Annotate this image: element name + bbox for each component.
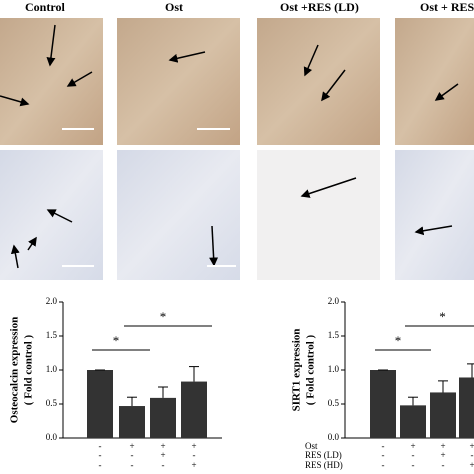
treatment-sign: +: [440, 450, 445, 460]
y-tick-label: 2.0: [46, 296, 58, 306]
micrograph: [0, 150, 103, 280]
treatment-sign: -: [412, 460, 415, 470]
treatment-sign: -: [412, 450, 415, 460]
significance-label: *: [439, 309, 446, 324]
treatment-sign: -: [471, 450, 474, 460]
scale-bars: [62, 128, 236, 267]
y-axis-label: Osteocalcin expression: [9, 317, 21, 423]
significance-label: *: [395, 333, 402, 348]
micrograph: [395, 150, 474, 280]
treatment-sign: -: [162, 460, 165, 470]
y-axis-label: ( Fold control ): [23, 334, 35, 405]
treatment-sign: -: [382, 450, 385, 460]
micrograph: [0, 18, 103, 145]
significance-label: *: [160, 309, 167, 324]
treatment-label: RES (HD): [305, 460, 343, 470]
treatment-sign: -: [382, 441, 385, 451]
arrows: [0, 24, 459, 269]
y-tick-label: 1.5: [46, 330, 58, 340]
treatment-sign: -: [99, 460, 102, 470]
treatment-sign: -: [193, 450, 196, 460]
y-axis-label: ( Fold control ): [305, 334, 317, 405]
treatment-sign: +: [469, 441, 474, 451]
treatment-sign: +: [410, 441, 415, 451]
y-tick-label: 1.0: [46, 364, 58, 374]
treatment-sign: +: [160, 441, 165, 451]
treatment-sign: +: [469, 460, 474, 470]
treatment-sign: +: [440, 441, 445, 451]
treatment-sign: -: [131, 460, 134, 470]
treatment-label: Ost: [305, 441, 318, 451]
y-tick-label: 1.5: [328, 330, 340, 340]
y-tick-label: 0.5: [46, 398, 58, 408]
micrograph: [257, 150, 380, 280]
micrograph: [117, 150, 240, 280]
treatment-sign: +: [160, 450, 165, 460]
micrograph: [395, 18, 474, 145]
panel-header: Control: [25, 0, 65, 14]
panel-header: Ost + RES: [420, 0, 474, 14]
y-tick-label: 0.5: [328, 398, 340, 408]
y-tick-label: 1.0: [328, 364, 340, 374]
micrograph: [257, 18, 380, 145]
bar: [150, 397, 176, 438]
panel-header: Ost: [165, 0, 183, 14]
micrograph: [117, 18, 240, 145]
bar: [181, 381, 207, 438]
bar: [430, 392, 456, 438]
y-axis-label: SIRT1 expression: [291, 329, 303, 412]
treatment-sign: -: [442, 460, 445, 470]
treatment-label: RES (LD): [305, 450, 342, 460]
bar: [459, 377, 474, 438]
treatment-sign: -: [99, 441, 102, 451]
micrographs: [0, 18, 474, 280]
treatment-sign: +: [129, 441, 134, 451]
bar: [400, 405, 426, 438]
y-tick-label: 2.0: [328, 296, 340, 306]
treatment-sign: +: [191, 441, 196, 451]
bar: [119, 406, 145, 438]
bar: [87, 370, 113, 438]
treatment-sign: +: [191, 460, 196, 470]
panel-header: Ost +RES (LD): [280, 0, 359, 14]
treatment-sign: -: [382, 460, 385, 470]
treatment-sign: -: [99, 450, 102, 460]
y-tick-label: 0.0: [328, 432, 340, 442]
significance-label: *: [113, 333, 120, 348]
y-tick-label: 0.0: [46, 432, 58, 442]
bar: [370, 370, 396, 438]
treatment-sign: -: [131, 450, 134, 460]
